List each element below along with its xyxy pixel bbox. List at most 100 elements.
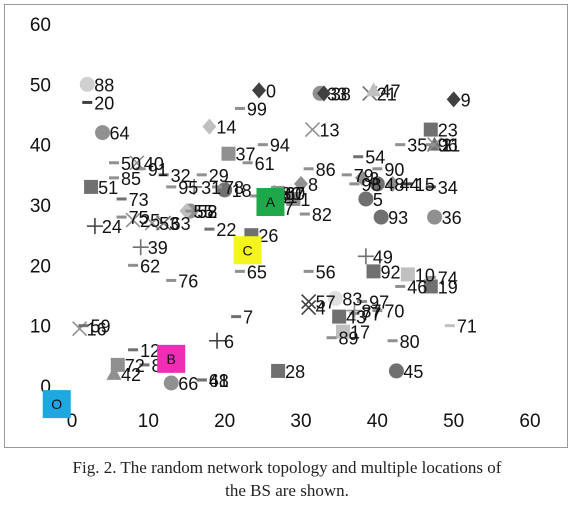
node-marker-diamond bbox=[385, 175, 400, 192]
x-stroke bbox=[304, 122, 321, 138]
x-tick-label: 40 bbox=[367, 411, 388, 432]
x-stroke bbox=[125, 212, 141, 228]
node-label: 34 bbox=[438, 178, 458, 198]
node-label: 82 bbox=[312, 205, 332, 225]
node-label: 43 bbox=[346, 308, 366, 328]
x-stroke bbox=[301, 293, 317, 310]
node-label: 22 bbox=[216, 220, 236, 240]
x-tick-label: 0 bbox=[67, 411, 78, 432]
node-markers bbox=[72, 76, 461, 391]
node-label: 23 bbox=[438, 121, 458, 141]
node-label: 49 bbox=[373, 247, 393, 267]
node-marker-dash bbox=[353, 155, 364, 159]
node-marker-triangle bbox=[366, 82, 382, 97]
node-label: 89 bbox=[339, 329, 359, 349]
node-label: 94 bbox=[270, 136, 290, 156]
node-label: 62 bbox=[140, 256, 160, 276]
node-label: 31 bbox=[201, 178, 221, 198]
node-marker-circle bbox=[327, 291, 343, 307]
node-label: 72 bbox=[125, 356, 145, 376]
node-marker-dash bbox=[357, 300, 368, 304]
x-tick-label: 60 bbox=[519, 411, 540, 432]
x-tick-label: 50 bbox=[443, 411, 464, 432]
x-tick-label: 30 bbox=[290, 411, 311, 432]
node-label: 75 bbox=[129, 208, 149, 228]
node-label: 6 bbox=[224, 332, 234, 352]
node-marker-circle bbox=[163, 375, 179, 391]
base-station-label: A bbox=[266, 194, 276, 210]
node-marker-dash bbox=[196, 378, 207, 382]
node-label: 26 bbox=[258, 226, 278, 246]
node-label: 59 bbox=[90, 317, 110, 337]
node-label: 54 bbox=[365, 148, 385, 168]
node-marker-plus bbox=[346, 302, 363, 319]
node-marker-dash bbox=[372, 309, 383, 313]
node-marker-x bbox=[72, 321, 88, 337]
node-marker-dash bbox=[425, 185, 436, 189]
node-label: 33 bbox=[327, 84, 347, 104]
node-marker-square bbox=[400, 267, 415, 282]
node-label: 56 bbox=[316, 262, 336, 282]
node-label: 77 bbox=[361, 305, 381, 325]
node-marker-dash bbox=[231, 315, 242, 319]
node-label: 21 bbox=[377, 84, 397, 104]
y-tick-label: 40 bbox=[30, 136, 51, 157]
figure-caption: Fig. 2. The random network topology and … bbox=[0, 456, 574, 502]
node-label: 97 bbox=[369, 293, 389, 313]
node-marker-square bbox=[366, 264, 381, 279]
node-marker-square bbox=[110, 357, 125, 372]
node-label: 93 bbox=[388, 208, 408, 228]
node-label: 35 bbox=[407, 136, 427, 156]
node-marker-plus bbox=[209, 332, 226, 349]
base-station-marker bbox=[157, 344, 186, 373]
x-stroke bbox=[144, 215, 160, 231]
node-marker-dash bbox=[82, 100, 93, 104]
node-marker-circle bbox=[95, 125, 111, 141]
node-label: 80 bbox=[400, 332, 420, 352]
node-marker-diamond bbox=[355, 169, 370, 186]
node-label: 52 bbox=[197, 202, 217, 222]
node-marker-square bbox=[84, 179, 99, 194]
node-label: 16 bbox=[87, 320, 107, 340]
node-label: 3 bbox=[369, 169, 379, 189]
node-label: 12 bbox=[140, 341, 160, 361]
node-label: 13 bbox=[319, 121, 339, 141]
node-label: 15 bbox=[415, 175, 435, 195]
node-label: 86 bbox=[316, 160, 336, 180]
node-marker-dash bbox=[166, 278, 177, 282]
node-label: 38 bbox=[331, 84, 351, 104]
base-station-label: C bbox=[243, 242, 253, 258]
y-tick-label: 30 bbox=[30, 196, 51, 217]
node-marker-x bbox=[304, 122, 321, 138]
node-label: 95 bbox=[178, 178, 198, 198]
node-marker-dash bbox=[402, 182, 413, 186]
node-label: 37 bbox=[235, 145, 255, 165]
node-marker-circle bbox=[373, 209, 389, 225]
node-marker-dash bbox=[395, 143, 406, 147]
node-label: 66 bbox=[178, 374, 198, 394]
node-label: 91 bbox=[148, 160, 168, 180]
node-label: 73 bbox=[129, 190, 149, 210]
node-marker-dash bbox=[78, 324, 89, 328]
node-label: 20 bbox=[94, 93, 114, 113]
node-marker-x bbox=[156, 215, 172, 231]
node-label: 7 bbox=[243, 308, 253, 328]
node-label: 58 bbox=[197, 202, 217, 222]
node-marker-dash bbox=[128, 348, 139, 352]
node-label: 44 bbox=[400, 175, 420, 195]
node-label: 24 bbox=[102, 217, 122, 237]
y-tick-label: 50 bbox=[30, 75, 51, 96]
node-marker-square bbox=[271, 363, 286, 378]
node-marker-dash bbox=[166, 185, 177, 189]
node-marker-dash bbox=[116, 197, 127, 201]
node-marker-dash bbox=[234, 269, 245, 273]
node-label: 36 bbox=[442, 208, 462, 228]
node-marker-dash bbox=[185, 209, 196, 213]
node-marker-dash bbox=[108, 176, 119, 180]
node-label: 98 bbox=[361, 175, 381, 195]
node-marker-dash bbox=[204, 227, 215, 231]
node-marker-dash bbox=[326, 336, 337, 340]
node-label: 50 bbox=[121, 154, 141, 174]
